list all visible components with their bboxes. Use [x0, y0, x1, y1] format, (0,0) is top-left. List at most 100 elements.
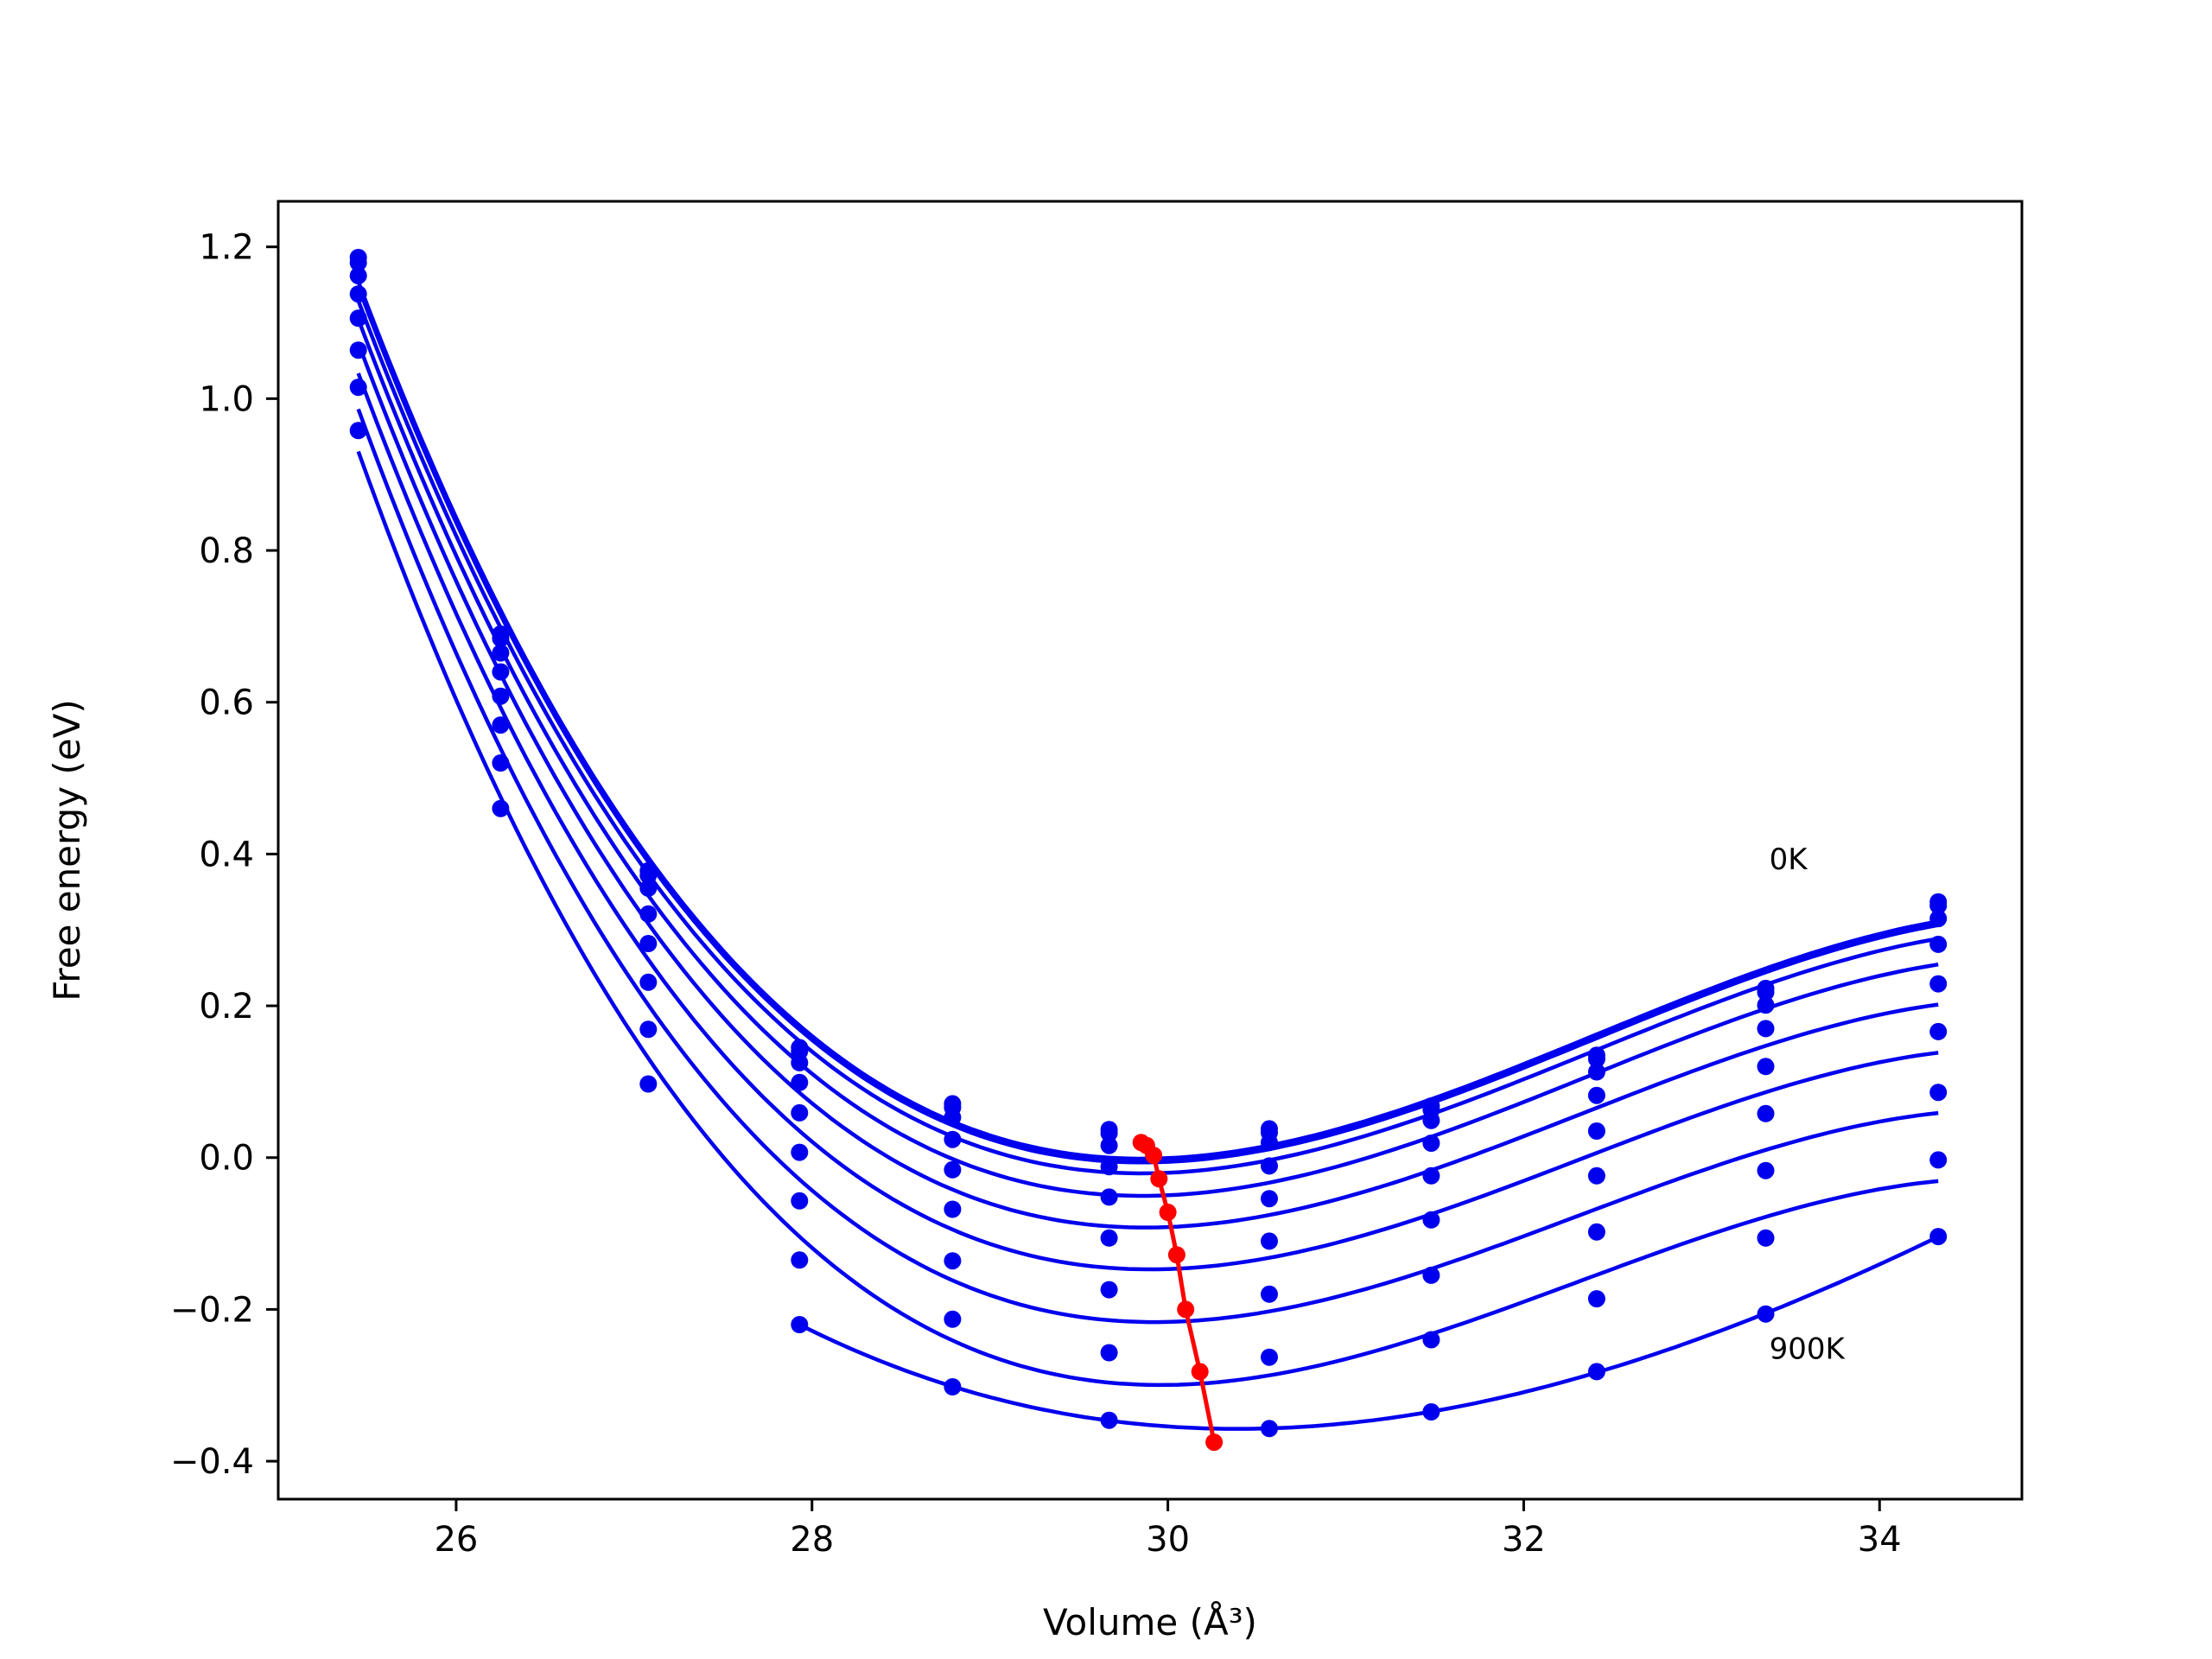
data-point — [492, 629, 510, 647]
curve-annotation: 0K — [1770, 842, 1809, 877]
y-tick-label: 0.0 — [199, 1139, 254, 1179]
data-point — [1100, 1411, 1118, 1429]
minimum-path — [1132, 1134, 1224, 1452]
data-point — [1422, 1403, 1440, 1421]
data-point — [1100, 1229, 1118, 1247]
data-point — [791, 1143, 809, 1161]
data-point — [1100, 1124, 1118, 1142]
y-axis-ticks: −0.4 −0.2 0.0 0.2 0.4 0.6 0.8 1.0 1.2 — [170, 228, 278, 1482]
fit-curve — [356, 342, 1939, 1230]
y-tick-label: 0.8 — [199, 531, 254, 571]
data-point — [1422, 1266, 1440, 1284]
data-point — [492, 687, 510, 705]
data-point — [1929, 910, 1948, 928]
data-point — [1100, 1158, 1118, 1176]
fit-curves — [356, 281, 1940, 1431]
y-tick-label: −0.4 — [170, 1442, 254, 1482]
minimum-point — [1191, 1363, 1209, 1381]
fit-curve — [356, 450, 1939, 1388]
data-point — [639, 935, 658, 952]
data-point — [1422, 1111, 1440, 1129]
data-point — [791, 1073, 809, 1091]
data-point — [1929, 897, 1948, 915]
data-point — [1422, 1331, 1440, 1349]
data-point — [1757, 1305, 1775, 1323]
data-point — [1929, 1084, 1948, 1102]
data-point — [1929, 1151, 1948, 1169]
y-axis-label: Free energy (eV) — [46, 699, 88, 1001]
data-point — [1757, 996, 1775, 1014]
data-point — [639, 1020, 658, 1039]
data-point — [1929, 1228, 1948, 1246]
data-point — [1587, 1063, 1605, 1081]
data-point — [492, 799, 510, 817]
data-point — [944, 1252, 962, 1270]
x-tick-label: 32 — [1502, 1520, 1546, 1560]
minimum-point — [1145, 1147, 1163, 1165]
data-point — [1587, 1166, 1605, 1185]
data-point — [1261, 1157, 1278, 1175]
data-point — [791, 1192, 809, 1210]
fit-curve — [356, 318, 1939, 1198]
data-point — [1100, 1136, 1118, 1154]
plot-frame — [276, 200, 2024, 1501]
data-point — [1757, 983, 1775, 1001]
data-point — [639, 879, 658, 897]
y-tick-label: 0.6 — [199, 683, 254, 723]
data-point — [791, 1316, 809, 1333]
data-point — [1757, 1058, 1775, 1076]
minimum-point — [1205, 1433, 1224, 1452]
data-point — [1100, 1188, 1118, 1206]
data-point — [944, 1160, 962, 1179]
data-point — [791, 1103, 809, 1122]
curve-annotation: 900K — [1770, 1332, 1847, 1367]
fit-curve — [356, 408, 1939, 1325]
data-point — [639, 1075, 658, 1093]
data-point — [1100, 1281, 1118, 1299]
data-point — [791, 1053, 809, 1071]
data-point — [1929, 1022, 1948, 1040]
x-tick-label: 34 — [1858, 1520, 1902, 1560]
data-point — [349, 378, 367, 397]
data-point — [1757, 1229, 1775, 1247]
data-point — [349, 309, 367, 327]
data-point — [1422, 1211, 1440, 1229]
data-point — [944, 1109, 962, 1127]
data-point — [1422, 1166, 1440, 1185]
data-point — [1587, 1363, 1605, 1381]
data-point — [349, 341, 367, 359]
x-tick-label: 30 — [1146, 1520, 1190, 1560]
data-point — [349, 285, 367, 303]
data-point — [639, 905, 658, 923]
data-point — [1587, 1122, 1605, 1140]
data-point — [1261, 1348, 1278, 1366]
y-tick-label: 1.0 — [199, 379, 254, 419]
minimum-point — [1177, 1300, 1195, 1319]
y-tick-label: −0.2 — [170, 1290, 254, 1330]
data-point — [1261, 1134, 1278, 1152]
x-tick-label: 28 — [790, 1520, 834, 1560]
data-point — [1757, 1020, 1775, 1038]
data-point — [1261, 1232, 1278, 1250]
y-tick-label: 0.4 — [199, 835, 254, 874]
data-point — [1587, 1290, 1605, 1308]
data-point — [1100, 1344, 1118, 1362]
y-tick-label: 1.2 — [199, 228, 254, 268]
data-point — [1261, 1285, 1278, 1303]
data-point — [1422, 1135, 1440, 1152]
y-tick-label: 0.2 — [199, 987, 254, 1027]
data-point — [1587, 1223, 1605, 1241]
data-point — [349, 254, 367, 272]
data-point — [1261, 1190, 1278, 1208]
data-point — [1587, 1086, 1605, 1104]
fit-curve — [798, 1235, 1940, 1431]
x-axis-ticks: 26 28 30 32 34 — [434, 1499, 1902, 1560]
data-point — [1261, 1420, 1278, 1438]
data-points — [349, 249, 1948, 1438]
minimum-point — [1150, 1170, 1168, 1188]
x-axis-label: Volume (Å³) — [1043, 1600, 1257, 1643]
data-point — [639, 973, 658, 991]
minimum-point — [1159, 1204, 1177, 1221]
data-point — [944, 1130, 962, 1148]
